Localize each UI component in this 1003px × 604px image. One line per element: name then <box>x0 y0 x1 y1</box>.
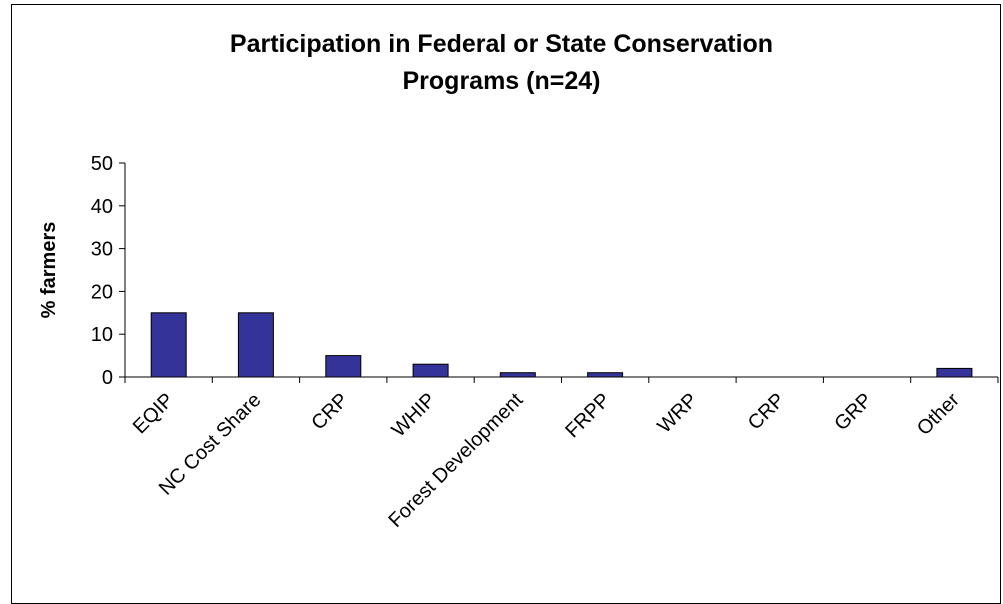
bars <box>150 312 973 378</box>
y-tick-label: 50 <box>91 153 113 175</box>
chart-title-line-2: Programs (n=24) <box>402 67 601 95</box>
y-tick-label: 20 <box>91 281 113 303</box>
bar-3 <box>325 355 362 378</box>
bar-6 <box>587 372 624 378</box>
y-tick-label: 40 <box>91 196 113 218</box>
x-tick-label: WHIP <box>388 389 440 441</box>
bar-2 <box>237 312 274 378</box>
x-tick-label: FRPP <box>561 389 614 442</box>
x-tick-label: GRP <box>830 389 876 435</box>
y-axis-label: % farmers <box>38 222 60 319</box>
bar-4 <box>412 363 449 378</box>
bar-5 <box>499 372 536 378</box>
x-tick-label: CRP <box>744 389 789 434</box>
chart-title: Participation in Federal or State Conser… <box>0 26 1003 100</box>
bar-10 <box>936 367 973 378</box>
y-tick-label: 0 <box>102 367 113 389</box>
chart-frame <box>11 4 1001 604</box>
x-tick-label: EQIP <box>129 389 178 438</box>
y-tick-label: 30 <box>91 239 113 261</box>
chart-title-line-1: Participation in Federal or State Conser… <box>229 30 774 58</box>
x-tick-label: WRP <box>653 389 702 438</box>
bar-1 <box>150 312 187 378</box>
x-tick-label: CRP <box>307 389 352 434</box>
y-tick-label: 10 <box>91 324 113 346</box>
x-tick-label: Other <box>913 389 964 440</box>
y-axis-ticks: 0 10 20 30 40 50 <box>91 153 125 389</box>
